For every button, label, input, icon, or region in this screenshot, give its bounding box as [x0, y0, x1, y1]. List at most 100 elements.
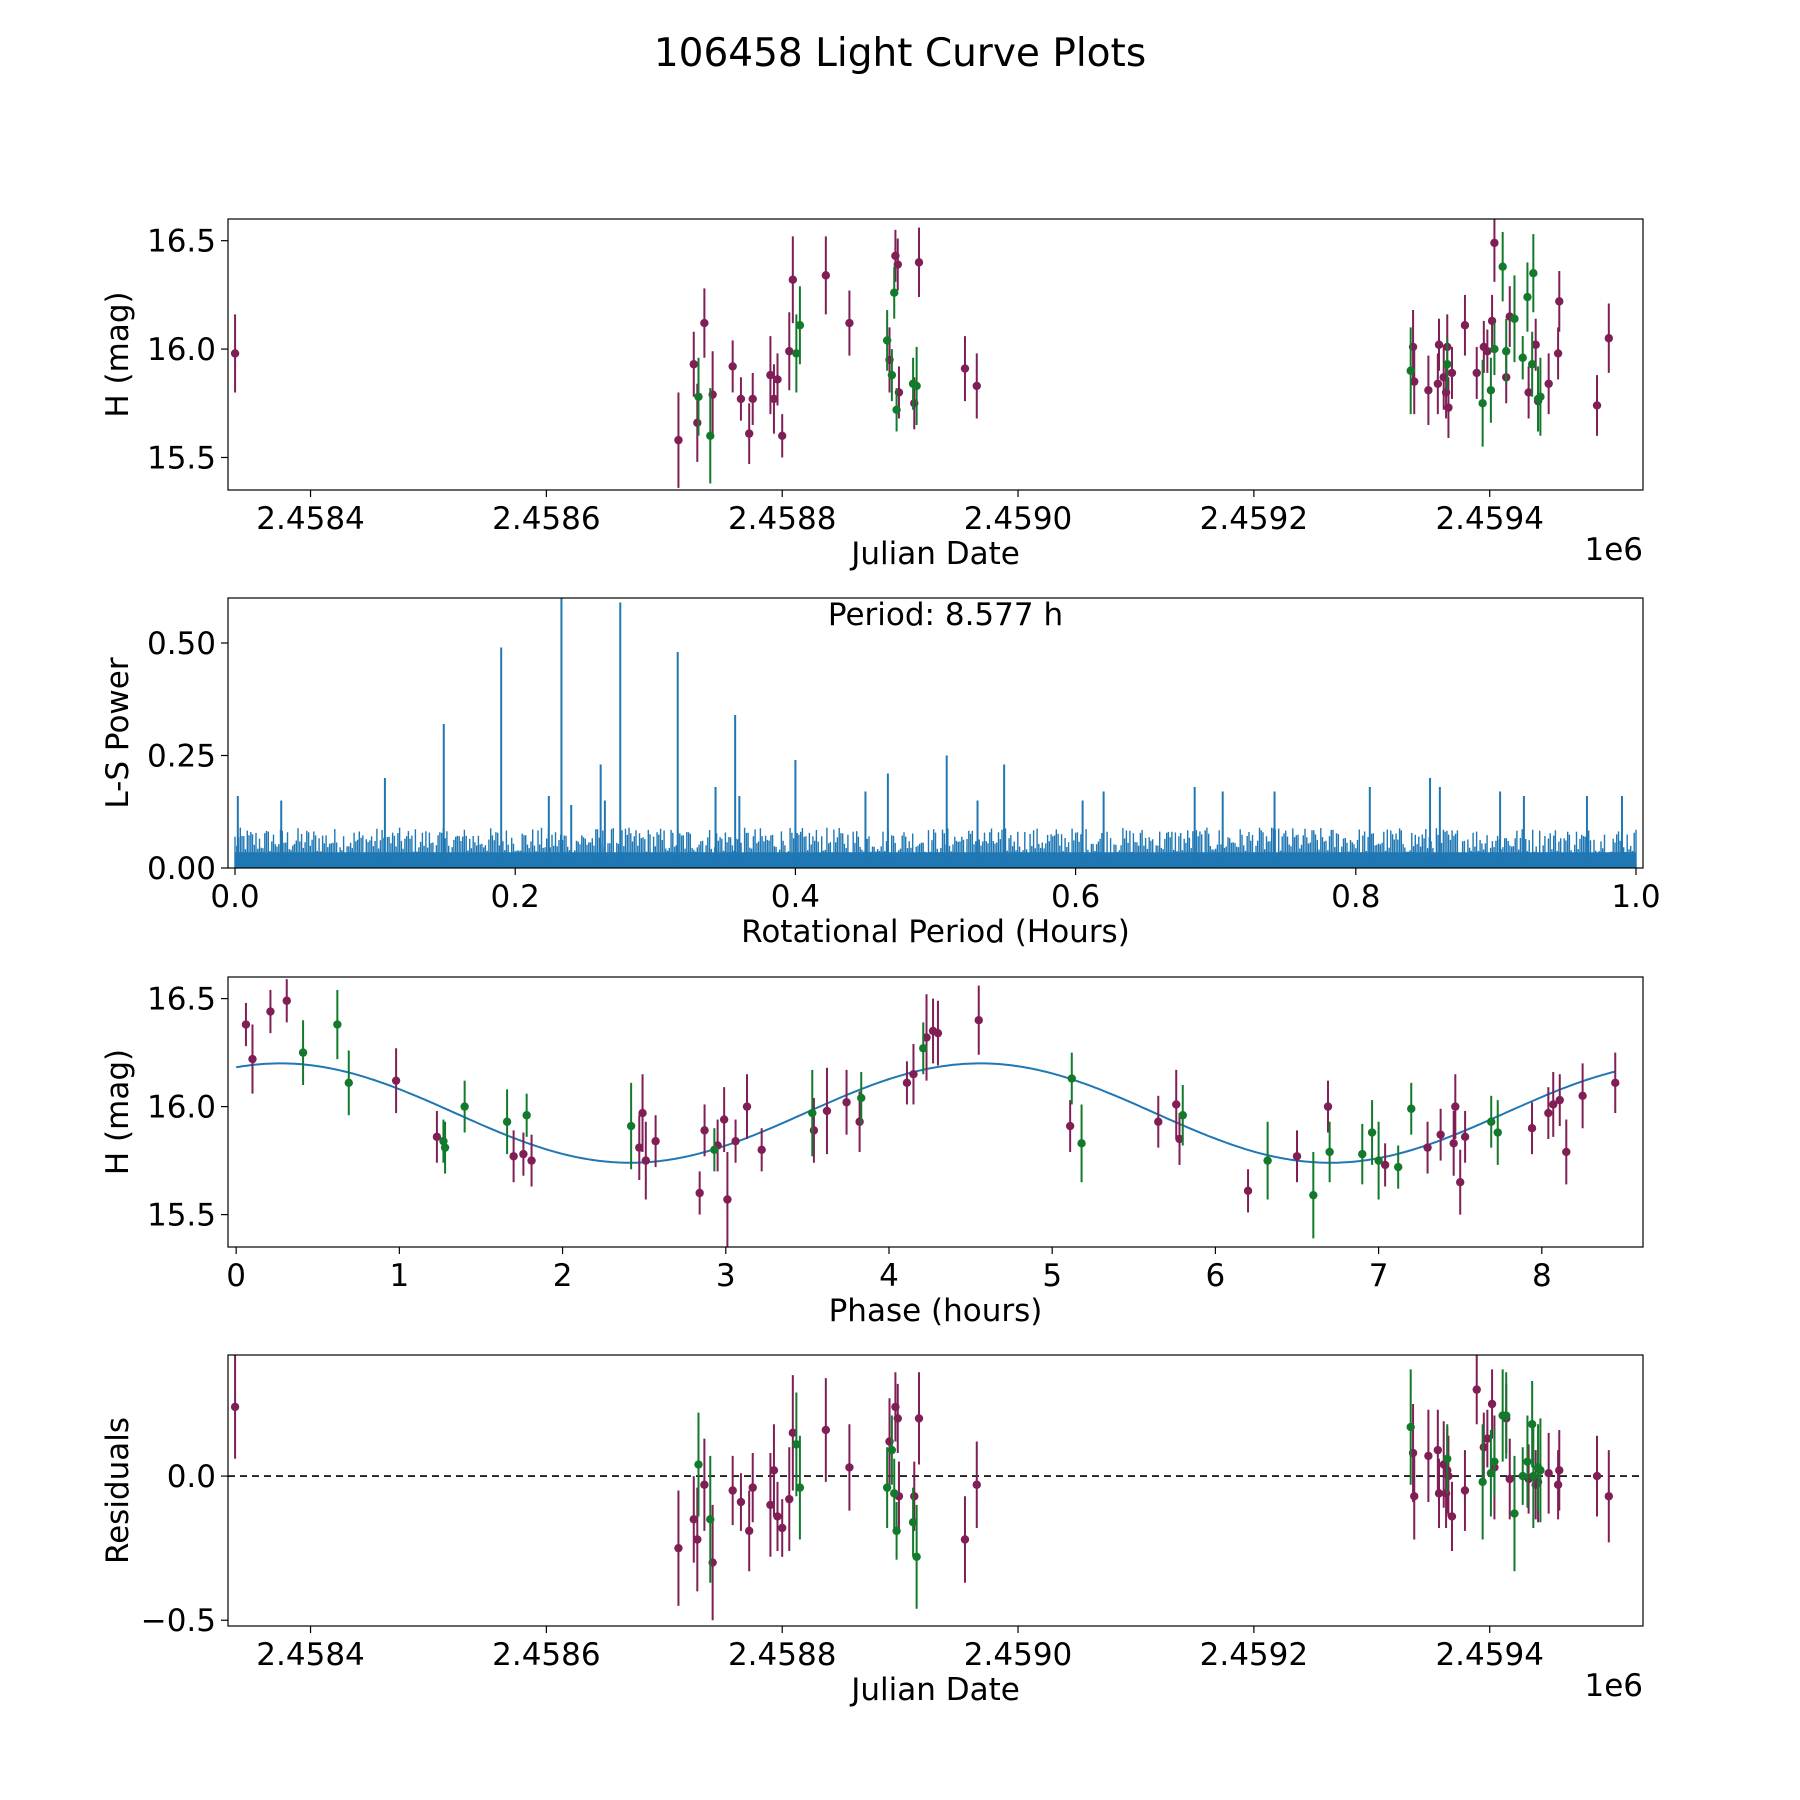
data-point [248, 1054, 257, 1064]
data-point [1478, 1477, 1487, 1487]
data-point [1478, 399, 1487, 408]
data-point [1456, 1178, 1465, 1187]
data-point [230, 1402, 240, 1412]
data-point [1292, 1152, 1302, 1161]
data-point [1486, 1469, 1496, 1478]
data-point [1323, 1102, 1333, 1111]
data-point [674, 1543, 683, 1553]
data-point [919, 1044, 928, 1053]
data-point [845, 1463, 854, 1472]
data-point [1077, 1139, 1086, 1148]
data-point [892, 1526, 901, 1536]
data-point [893, 1414, 902, 1423]
y-tick-label: 0.0 [167, 1459, 216, 1495]
data-point [1434, 340, 1444, 349]
data-point [1555, 1466, 1564, 1475]
data-point [1544, 379, 1553, 388]
data-point [785, 347, 794, 356]
periodogram-axes-frame [227, 597, 1644, 869]
data-point [527, 1156, 536, 1165]
data-point [773, 1512, 782, 1521]
phased-panel: 0 1 2 3 4 5 6 7 8 15.5 16.0 16.5 Phase (hours) H (mag… [100, 976, 1644, 1329]
data-point [1436, 1130, 1445, 1139]
data-point [742, 1102, 752, 1111]
data-point [788, 275, 798, 284]
data-point [1505, 1474, 1514, 1484]
data-point [1562, 1147, 1571, 1157]
data-point [1460, 1132, 1470, 1142]
y-tick-label: 16.0 [147, 1090, 216, 1126]
data-point [822, 1106, 832, 1116]
data-point [788, 1428, 798, 1438]
x-tick-label: 0 [226, 1258, 246, 1294]
residuals-axes-frame [227, 1354, 1644, 1627]
data-point [1529, 269, 1538, 278]
data-point [1553, 349, 1563, 358]
data-point [792, 1440, 801, 1449]
y-tick-label: 0.25 [147, 739, 216, 775]
data-point [1523, 1457, 1532, 1466]
data-point [689, 1515, 698, 1524]
panels-group: 2.4584 2.4586 2.4588 2.4590 2.4592 2.4594 15.5… [100, 218, 1661, 1708]
lightcurve-plot-area [230, 219, 1614, 488]
data-point [1447, 368, 1457, 378]
data-point [1578, 1091, 1587, 1101]
data-point [1154, 1117, 1163, 1126]
data-point [1451, 1102, 1460, 1111]
data-point [1406, 366, 1415, 375]
data-point [1460, 1486, 1470, 1495]
x-tick-label: 6 [1206, 1258, 1226, 1294]
data-point [1263, 1156, 1272, 1165]
data-point [1309, 1190, 1318, 1200]
data-point [1486, 386, 1496, 395]
data-point [890, 288, 899, 297]
data-point [892, 405, 901, 414]
x-tick-label: 0.4 [771, 879, 820, 915]
data-point [766, 370, 775, 380]
data-point [694, 1460, 703, 1469]
x-tick-label: 2.4588 [728, 1637, 836, 1673]
data-point [1487, 1117, 1496, 1126]
data-point [230, 349, 240, 358]
data-point [706, 1515, 715, 1524]
periodogram-base-fill [235, 852, 1636, 868]
data-point [933, 1028, 943, 1038]
data-point [769, 1466, 779, 1475]
data-point [674, 435, 683, 445]
data-point [710, 1145, 719, 1155]
x-tick-label: 2.4590 [964, 1637, 1072, 1673]
data-point [432, 1132, 442, 1142]
data-point [626, 1121, 636, 1131]
data-point [890, 1489, 899, 1498]
data-point [1536, 392, 1545, 401]
x-offset-label: 1e6 [1584, 532, 1643, 568]
data-point [706, 431, 715, 440]
data-point [1424, 1451, 1433, 1461]
data-point [1483, 1434, 1492, 1443]
data-point [912, 1552, 921, 1562]
data-point [1483, 347, 1492, 356]
data-point [845, 318, 854, 328]
data-point [1544, 1108, 1553, 1118]
data-point [748, 394, 757, 404]
residuals-panel: 2.4584 2.4586 2.4588 2.4590 2.4592 2.4594 −0.5… [100, 1354, 1644, 1708]
data-point [1592, 1471, 1602, 1481]
residuals-plot-area [228, 1355, 1643, 1621]
data-point [1178, 1111, 1187, 1120]
data-point [333, 1020, 342, 1029]
data-point [912, 381, 921, 391]
data-point [1443, 360, 1452, 369]
data-point [460, 1102, 469, 1111]
data-point [1592, 401, 1602, 410]
data-point [748, 1483, 757, 1492]
data-point [960, 364, 970, 373]
data-point [855, 1117, 864, 1126]
data-point [728, 362, 737, 371]
data-point [909, 1070, 918, 1079]
data-point [509, 1152, 518, 1161]
data-point [910, 1492, 919, 1501]
data-point [1444, 403, 1453, 412]
lightcurve-panel: 2.4584 2.4586 2.4588 2.4590 2.4592 2.4594 15.5… [100, 218, 1644, 572]
data-point [821, 271, 831, 280]
data-point [694, 392, 703, 401]
